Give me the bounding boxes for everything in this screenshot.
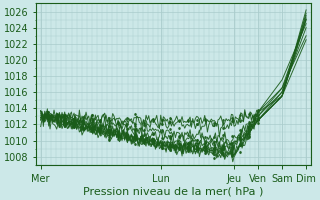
X-axis label: Pression niveau de la mer( hPa ): Pression niveau de la mer( hPa )	[83, 187, 264, 197]
